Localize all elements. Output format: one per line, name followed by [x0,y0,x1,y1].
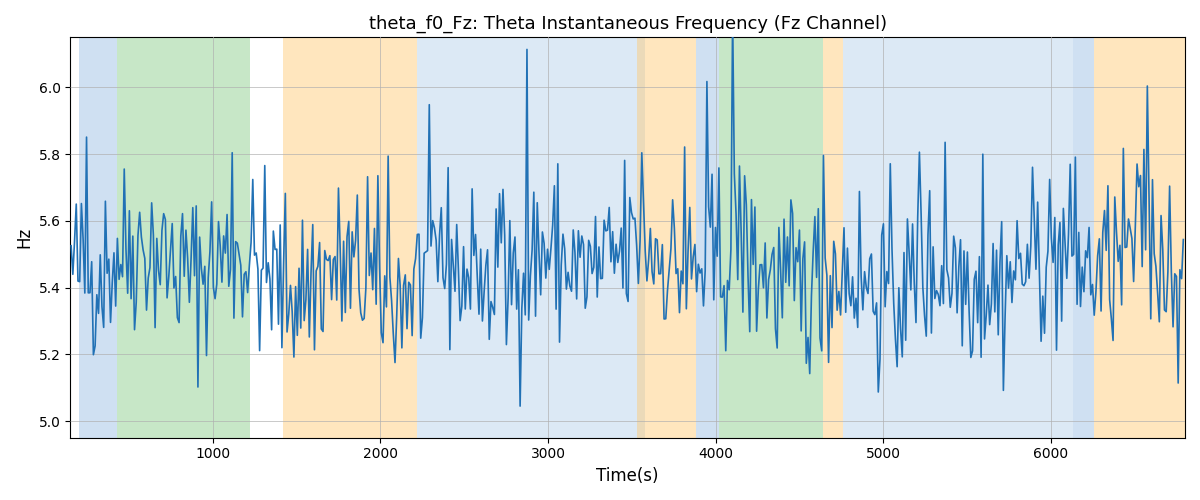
X-axis label: Time(s): Time(s) [596,467,659,485]
Title: theta_f0_Fz: Theta Instantaneous Frequency (Fz Channel): theta_f0_Fz: Theta Instantaneous Frequen… [368,15,887,34]
Bar [283,38,418,438]
Bar [1094,38,1193,438]
Bar [118,38,250,438]
Bar [696,38,719,438]
Y-axis label: Hz: Hz [16,227,34,248]
Bar [418,38,646,438]
Bar [1073,38,1094,438]
Bar [637,38,696,438]
Bar [79,38,118,438]
Bar [719,38,823,438]
Bar [823,38,844,438]
Bar [844,38,1073,438]
